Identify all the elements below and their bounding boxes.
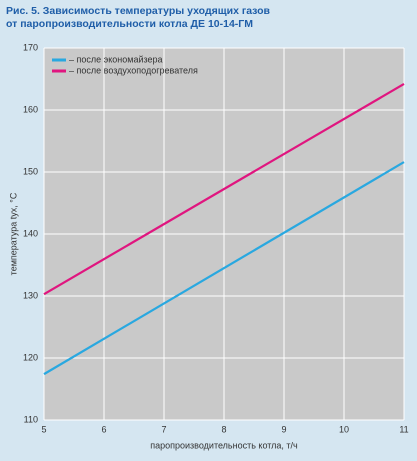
legend-label: – после экономайзера <box>69 54 163 64</box>
y-tick-label: 160 <box>23 104 38 114</box>
y-tick-label: 170 <box>23 42 38 52</box>
y-tick-label: 110 <box>24 414 38 424</box>
x-tick-label: 5 <box>41 424 46 434</box>
x-tick-label: 11 <box>399 424 408 434</box>
x-tick-label: 9 <box>281 424 286 434</box>
legend-label: – после воздухоподогревателя <box>69 65 198 75</box>
y-tick-label: 120 <box>23 352 38 362</box>
x-tick-label: 10 <box>339 424 349 434</box>
y-axis-label: температура tух, °С <box>8 192 18 275</box>
y-tick-label: 150 <box>23 166 38 176</box>
y-tick-label: 130 <box>23 290 38 300</box>
x-tick-label: 8 <box>221 424 226 434</box>
y-tick-label: 140 <box>23 228 38 238</box>
chart-title: Рис. 5. Зависимость температуры уходящих… <box>6 5 270 30</box>
x-tick-label: 7 <box>161 424 166 434</box>
series-line <box>43 161 405 376</box>
x-tick-label: 6 <box>101 424 106 434</box>
series-line <box>43 83 405 296</box>
x-axis-label: паропроизводительность котла, т/ч <box>150 440 298 450</box>
